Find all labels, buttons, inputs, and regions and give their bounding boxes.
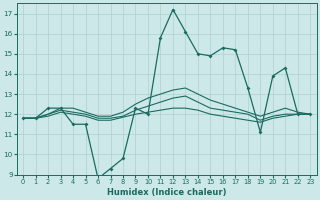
X-axis label: Humidex (Indice chaleur): Humidex (Indice chaleur) <box>107 188 227 197</box>
